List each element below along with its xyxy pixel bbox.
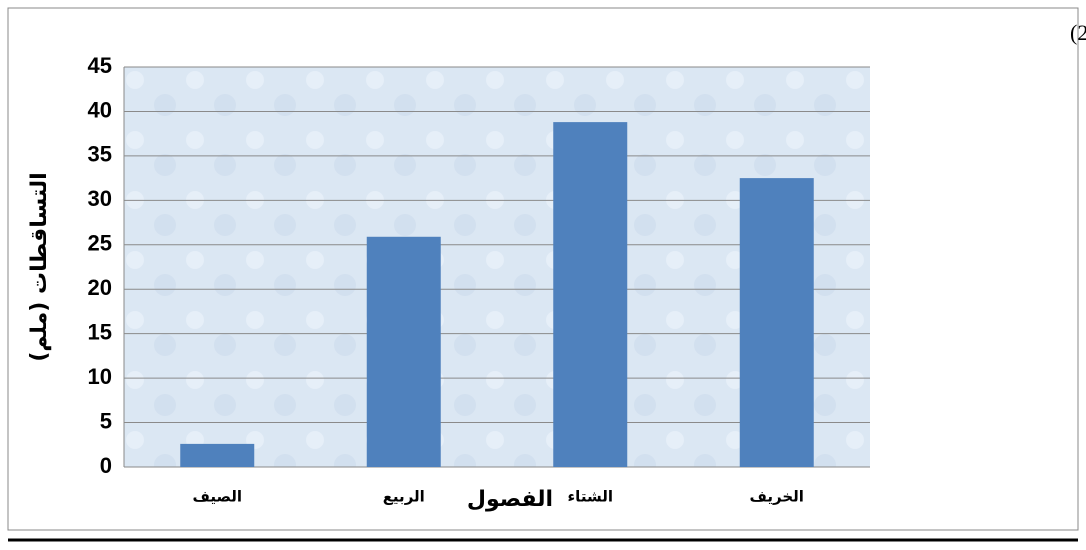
y-tick-label: 40	[88, 97, 112, 122]
x-axis-label: الفصول	[467, 487, 553, 512]
x-tick-label: الصيف	[192, 488, 242, 506]
chart-title: متوسط التساقطات الفصلية بال . (ملم) خلال…	[1070, 20, 1086, 46]
bar	[366, 236, 441, 467]
bar	[180, 443, 255, 467]
y-axis-label: التساقطات (ملم)	[27, 172, 52, 361]
x-tick-label: الربيع	[383, 488, 425, 506]
y-tick-label: 0	[100, 453, 112, 478]
bar	[553, 122, 628, 467]
y-tick-label: 45	[88, 53, 112, 78]
y-tick-label: 10	[88, 364, 112, 389]
bar	[739, 178, 814, 467]
x-tick-label: الخريف	[750, 488, 804, 506]
x-tick-label: الشتاء	[568, 488, 613, 506]
y-tick-label: 15	[88, 319, 112, 344]
y-tick-label: 25	[88, 231, 112, 256]
y-tick-label: 30	[88, 186, 112, 211]
y-tick-label: 5	[100, 408, 112, 433]
y-tick-label: 20	[88, 275, 112, 300]
y-tick-label: 35	[88, 142, 112, 167]
